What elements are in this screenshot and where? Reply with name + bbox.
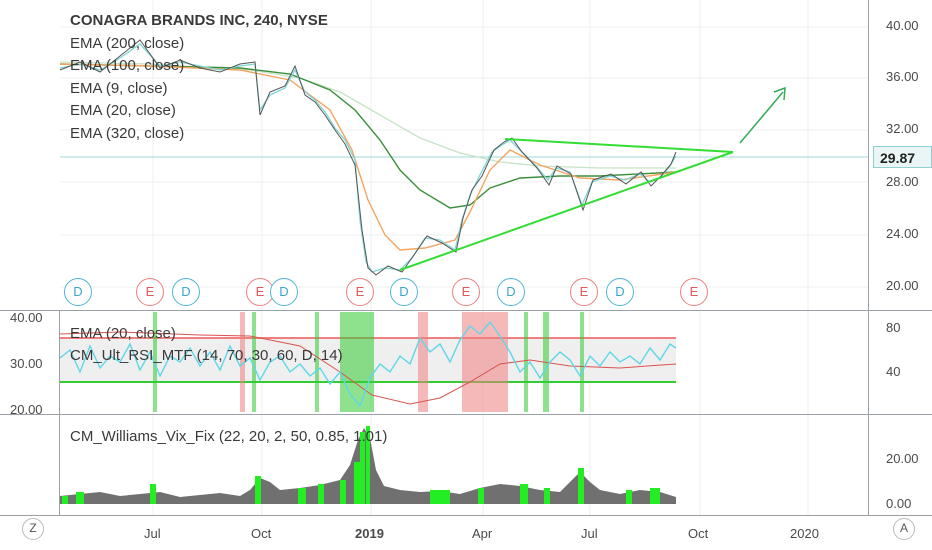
- breakout-arrow-head: [773, 86, 786, 101]
- dividend-mark[interactable]: D: [390, 278, 418, 306]
- dividend-mark[interactable]: D: [270, 278, 298, 306]
- current-price-label: 29.87: [873, 146, 932, 168]
- rsi-ema-line: [59, 331, 677, 405]
- rsi-left-tick: 20.00: [10, 402, 43, 417]
- vix-tick: 0.00: [886, 496, 912, 511]
- time-tick: Oct: [251, 526, 272, 541]
- earnings-mark[interactable]: E: [452, 278, 480, 306]
- time-tick: Jul: [581, 526, 598, 541]
- pane-divider-bottom[interactable]: [0, 414, 932, 415]
- price-tick: 28.00: [886, 174, 919, 189]
- symbol-title[interactable]: CONAGRA BRANDS INC, 240, NYSE: [70, 12, 328, 29]
- time-axis-divider: [0, 515, 932, 516]
- time-tick: 2019: [355, 526, 384, 541]
- ema-200-line: [59, 61, 676, 169]
- ema-20-line: [59, 63, 677, 251]
- time-tick: Apr: [472, 526, 493, 541]
- indicator-ema-200[interactable]: EMA (200, close): [70, 34, 185, 52]
- pane-divider-top[interactable]: [0, 310, 932, 311]
- time-tick: 2020: [790, 526, 819, 541]
- price-tick: 40.00: [886, 18, 919, 33]
- earnings-mark[interactable]: E: [570, 278, 598, 306]
- auto-scale-button[interactable]: A: [893, 518, 915, 540]
- main-legend: CONAGRA BRANDS INC, 240, NYSE EMA (200, …: [70, 10, 328, 145]
- breakout-arrow: [739, 91, 784, 144]
- dividend-mark[interactable]: D: [606, 278, 634, 306]
- rsi-left-tick: 30.00: [10, 356, 43, 371]
- trendline-support: [399, 151, 734, 271]
- price-tick: 36.00: [886, 69, 919, 84]
- earnings-mark[interactable]: E: [136, 278, 164, 306]
- price-axis-divider: [868, 0, 869, 515]
- ema-100-line: [59, 63, 677, 209]
- price-tick: 24.00: [886, 226, 919, 241]
- indicator-ema-100[interactable]: EMA (100, close): [70, 57, 185, 74]
- price-tick: 20.00: [886, 278, 919, 293]
- price-tick: 32.00: [886, 121, 919, 136]
- left-axis-divider: [59, 310, 60, 515]
- rsi-line: [59, 320, 677, 408]
- trendline-resistance: [504, 138, 734, 153]
- indicator-ema-20[interactable]: EMA (20, close): [70, 102, 176, 119]
- indicator-ema-320[interactable]: EMA (320, close): [70, 124, 185, 142]
- rsi-left-tick: 40.00: [10, 310, 43, 325]
- price-bars: [59, 39, 677, 276]
- vix-legend[interactable]: CM_Williams_Vix_Fix (22, 20, 2, 50, 0.85…: [70, 428, 388, 445]
- vix-tick: 20.00: [886, 451, 919, 466]
- vix-histogram: [60, 426, 676, 504]
- rsi-legend: EMA (20, close) CM_Ult_RSI_MTF (14, 70, …: [70, 323, 343, 367]
- zoom-button[interactable]: Z: [22, 518, 44, 540]
- rsi-highlights: [153, 312, 584, 412]
- time-tick: Oct: [688, 526, 709, 541]
- indicator-ema-9[interactable]: EMA (9, close): [70, 79, 168, 97]
- earnings-mark[interactable]: E: [680, 278, 708, 306]
- time-tick: Jul: [144, 526, 161, 541]
- dividend-mark[interactable]: D: [64, 278, 92, 306]
- rsi-right-tick: 80: [886, 320, 901, 335]
- rsi-ema-indicator[interactable]: EMA (20, close): [70, 325, 176, 342]
- rsi-indicator[interactable]: CM_Ult_RSI_MTF (14, 70, 30, 60, D, 14): [70, 347, 343, 364]
- earnings-mark[interactable]: E: [346, 278, 374, 306]
- rsi-right-tick: 40: [886, 364, 901, 379]
- dividend-mark[interactable]: D: [172, 278, 200, 306]
- dividend-mark[interactable]: D: [497, 278, 525, 306]
